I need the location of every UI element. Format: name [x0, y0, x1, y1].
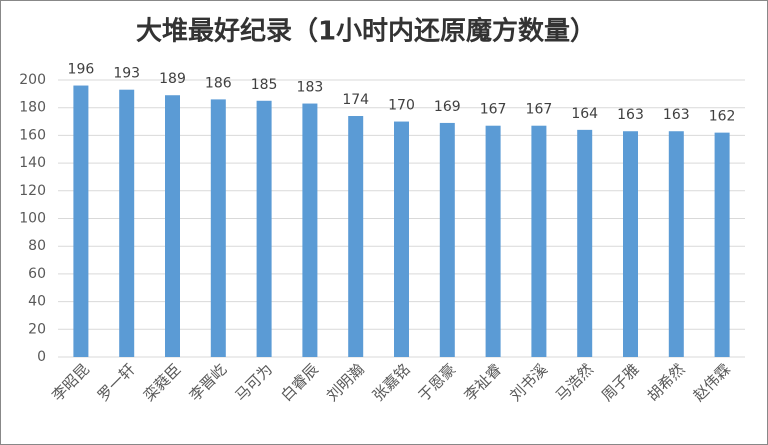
value-label: 189 — [159, 71, 186, 87]
y-tick-label: 60 — [28, 266, 46, 282]
bar — [623, 131, 638, 357]
bar — [485, 125, 501, 357]
y-tick-label: 40 — [28, 294, 46, 310]
y-tick-label: 180 — [19, 100, 46, 116]
bar — [577, 129, 593, 357]
value-label: 163 — [663, 107, 690, 123]
value-label: 183 — [297, 80, 324, 96]
bar — [210, 99, 226, 357]
y-tick-label: 80 — [28, 238, 46, 254]
bar — [73, 85, 89, 357]
bar — [668, 131, 684, 357]
value-label: 167 — [480, 102, 507, 118]
bar — [165, 95, 180, 358]
value-label: 193 — [113, 66, 140, 82]
value-label: 162 — [709, 109, 736, 125]
bar — [302, 103, 318, 357]
value-label: 186 — [205, 75, 232, 91]
value-label: 196 — [68, 62, 95, 78]
y-tick-label: 0 — [37, 349, 46, 365]
value-label: 174 — [342, 92, 369, 108]
bar — [256, 100, 272, 358]
y-tick-label: 160 — [19, 127, 46, 143]
value-label: 167 — [526, 102, 553, 118]
bar — [531, 125, 547, 357]
bar — [394, 121, 409, 357]
chart-title: 大堆最好纪录（1小时内还原魔方数量） — [136, 16, 596, 47]
y-tick-label: 120 — [19, 183, 46, 199]
y-tick-label: 140 — [19, 155, 46, 171]
value-label: 164 — [571, 106, 598, 122]
bar — [714, 132, 730, 357]
bar — [348, 116, 364, 357]
y-tick-label: 20 — [28, 321, 46, 337]
y-tick-label: 200 — [19, 72, 46, 88]
bar — [439, 122, 455, 357]
value-label: 169 — [434, 99, 461, 115]
value-label: 163 — [617, 107, 644, 123]
value-label: 185 — [251, 77, 278, 93]
y-tick-label: 100 — [19, 211, 46, 227]
bar — [119, 89, 135, 357]
value-label: 170 — [388, 98, 415, 114]
